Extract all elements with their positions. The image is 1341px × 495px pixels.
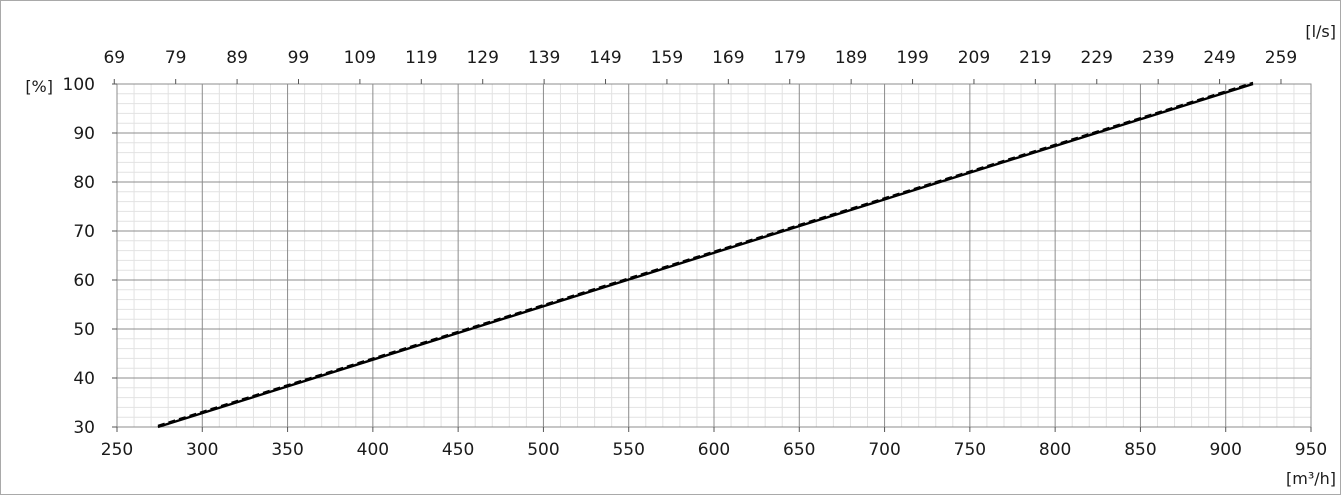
x2-tick-label: 209 — [958, 48, 990, 68]
x2-tick-label: 149 — [589, 48, 621, 68]
x-tick-label: 900 — [1209, 440, 1241, 460]
x2-tick-label: 99 — [288, 48, 310, 68]
x-tick-label: 500 — [527, 440, 559, 460]
x2-tick-label: 109 — [344, 48, 376, 68]
y-tick-label: 80 — [73, 173, 95, 193]
y-tick-label: 50 — [73, 320, 95, 340]
y-tick-label: 90 — [73, 124, 95, 144]
x2-tick-label: 259 — [1265, 48, 1297, 68]
x2-tick-label: 89 — [226, 48, 248, 68]
major-grid — [117, 84, 1311, 427]
x-tick-label: 450 — [442, 440, 474, 460]
x2-tick-label: 159 — [651, 48, 683, 68]
x-tick-label: 700 — [868, 440, 900, 460]
x-tick-label: 950 — [1295, 440, 1327, 460]
x-tick-label: 850 — [1124, 440, 1156, 460]
series-line-dashed — [157, 81, 1254, 427]
x2-tick-label: 229 — [1081, 48, 1113, 68]
x2-tick-label: 219 — [1019, 48, 1051, 68]
x2-tick-label: 199 — [896, 48, 928, 68]
x-tick-label: 750 — [954, 440, 986, 460]
x-tick-label: 250 — [101, 440, 133, 460]
x-tick-label: 300 — [186, 440, 218, 460]
x2-tick-label: 249 — [1203, 48, 1235, 68]
x-axis-bottom: 250 300 350 400 450 500 550 600 650 700 750 800 850 9… — [101, 427, 1327, 460]
x-tick-label: 600 — [698, 440, 730, 460]
x2-tick-label: 169 — [712, 48, 744, 68]
x2-tick-label: 179 — [774, 48, 806, 68]
y-tick-label: 100 — [63, 75, 95, 95]
y-tick-label: 40 — [73, 369, 95, 389]
x2-tick-label: 129 — [466, 48, 498, 68]
minor-grid — [117, 84, 1311, 427]
series-line-solid — [157, 82, 1254, 429]
x-tick-label: 400 — [357, 440, 389, 460]
series-group — [157, 81, 1254, 429]
y-axis-unit-label: [%] — [25, 77, 53, 96]
y-tick-label: 70 — [73, 222, 95, 242]
x-axis-unit-label: [m³/h] — [1286, 469, 1336, 488]
y-axis: 30 40 50 60 70 80 90 100 — [63, 75, 117, 438]
x2-tick-label: 69 — [103, 48, 125, 68]
x2-tick-label: 79 — [165, 48, 187, 68]
y-tick-label: 60 — [73, 271, 95, 291]
x-tick-label: 550 — [612, 440, 644, 460]
x-axis-top: 69 79 89 99 109 119 129 139 149 159 169 179 189 199 20… — [103, 48, 1297, 84]
x-tick-label: 800 — [1039, 440, 1071, 460]
x-tick-label: 650 — [783, 440, 815, 460]
x2-tick-label: 189 — [835, 48, 867, 68]
x2-tick-label: 119 — [405, 48, 437, 68]
y-tick-label: 30 — [73, 418, 95, 438]
x2-tick-label: 239 — [1142, 48, 1174, 68]
x2-tick-label: 139 — [528, 48, 560, 68]
x2-axis-unit-label: [l/s] — [1305, 22, 1336, 41]
x-tick-label: 350 — [271, 440, 303, 460]
